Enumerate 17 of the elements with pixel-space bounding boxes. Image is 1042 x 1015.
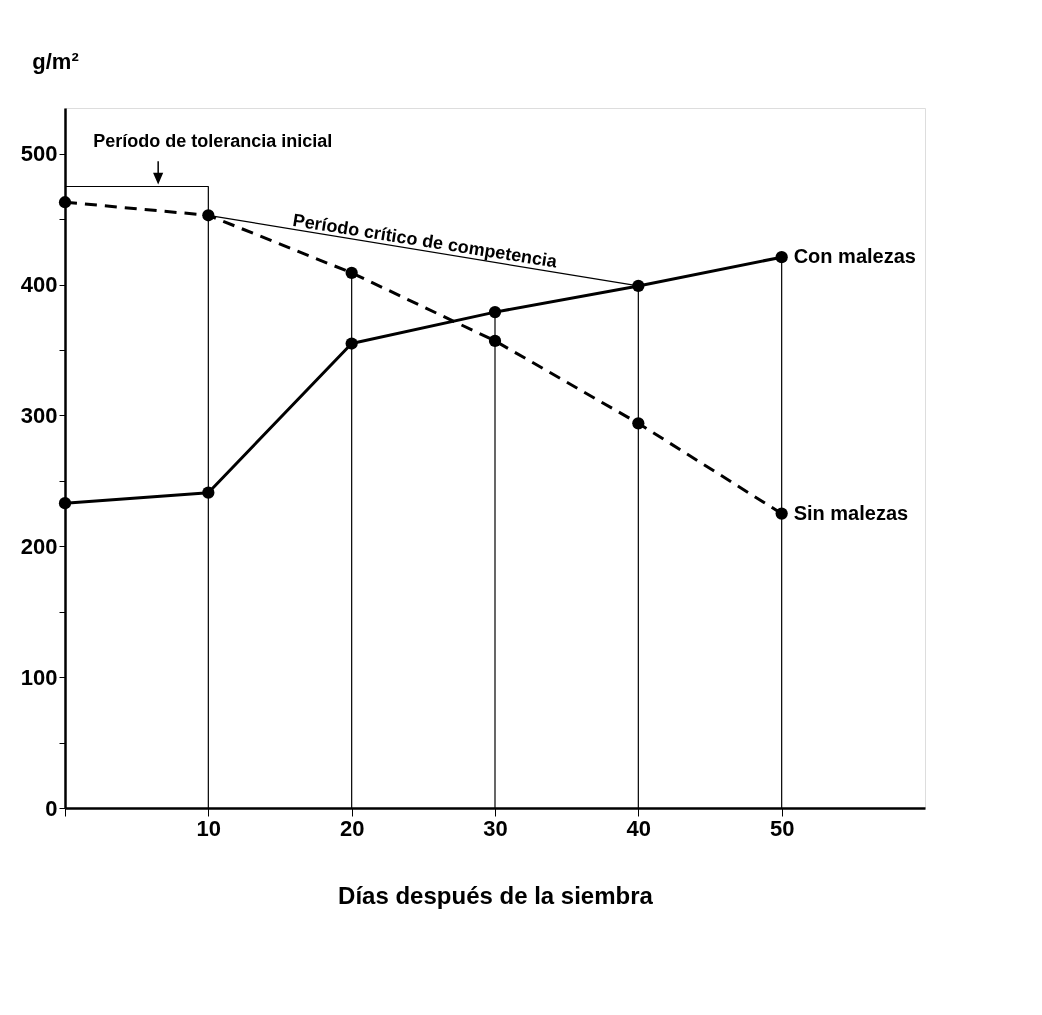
y-tick-label: 500	[20, 141, 58, 167]
series-label: Con malezas	[793, 245, 916, 268]
series-label: Sin malezas	[793, 501, 909, 524]
annotation: Período crítico de competencia	[291, 209, 560, 272]
y-tick-label: 300	[20, 402, 58, 428]
x-tick-label: 30	[483, 815, 508, 841]
x-tick-label: 40	[626, 815, 652, 841]
x-axis-title: Días después de la siembra	[338, 881, 654, 909]
y-axis-title: g/m²	[32, 48, 79, 74]
x-tick-label: 10	[196, 815, 222, 841]
y-tick-label: 200	[20, 533, 58, 559]
y-tick-label: 100	[20, 664, 58, 690]
y-tick-label: 400	[20, 272, 58, 298]
x-tick-label: 50	[769, 815, 795, 841]
annotation: Período de tolerancia inicial	[93, 130, 333, 151]
x-tick-label: 20	[339, 815, 365, 841]
y-tick-label: 0	[45, 795, 58, 821]
